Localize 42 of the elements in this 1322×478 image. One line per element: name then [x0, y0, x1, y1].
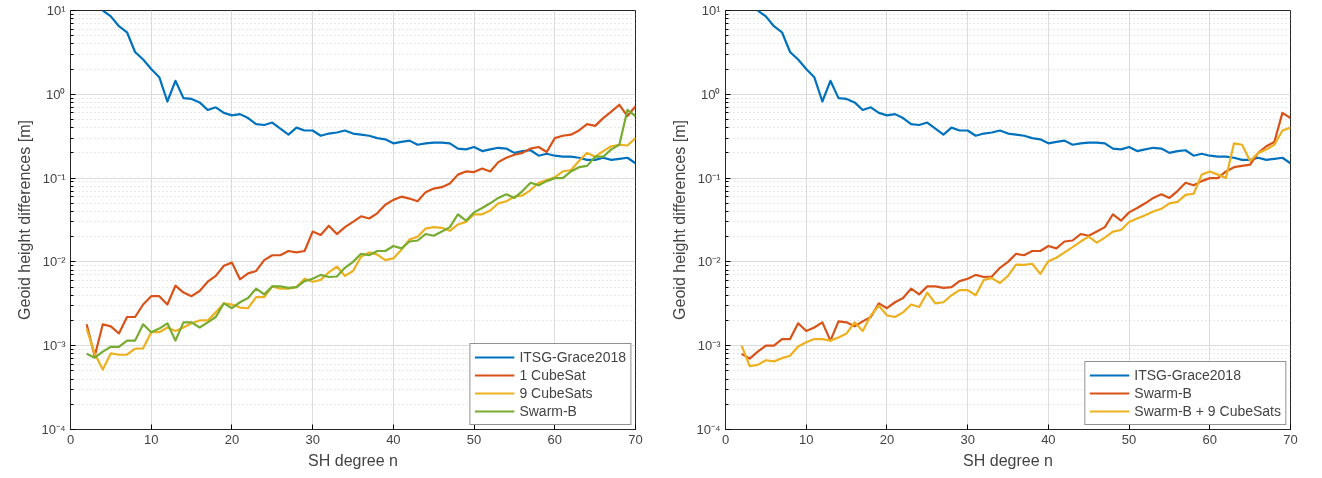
- y-tick-label: 10⁰: [46, 86, 66, 102]
- x-tick-label: 30: [960, 431, 975, 447]
- y-tick-label: 10¹: [701, 3, 722, 18]
- x-tick-label: 20: [224, 431, 240, 447]
- x-tick-label: 0: [721, 431, 730, 447]
- x-tick-label: 40: [1041, 431, 1056, 447]
- x-tick-label: 50: [1121, 431, 1137, 447]
- x-tick-label: 20: [879, 431, 895, 447]
- y-tick-label: 10¹: [46, 3, 67, 18]
- y-tick-label: 10⁰: [701, 86, 721, 102]
- y-tick-label: 10⁻³: [42, 338, 67, 354]
- x-tick-label: 50: [466, 431, 482, 447]
- x-tick-label: 10: [143, 431, 159, 447]
- y-tick-label: 10⁻²: [697, 254, 722, 270]
- legend-label: ITSG-Grace2018: [519, 348, 626, 366]
- x-tick-label: 70: [628, 431, 643, 447]
- legend-label: ITSG-Grace2018: [1134, 366, 1241, 384]
- y-tick-label: 10⁻³: [697, 338, 722, 354]
- y-tick-label: 10⁻⁴: [41, 422, 66, 437]
- legend-label: 9 CubeSats: [519, 384, 593, 402]
- y-axis-title: Geoid height differences [m]: [16, 120, 34, 320]
- x-tick-label: 10: [798, 431, 814, 447]
- legend-label: Swarm-B + 9 CubeSats: [1134, 402, 1281, 420]
- x-tick-label: 0: [66, 431, 75, 447]
- legend-label: Swarm-B: [1134, 384, 1192, 402]
- x-axis-title: SH degree n: [308, 451, 398, 469]
- legend-label: 1 CubeSat: [519, 366, 586, 384]
- y-axis-title: Geoid height differences [m]: [671, 120, 689, 320]
- y-tick-label: 10⁻⁴: [696, 422, 721, 437]
- x-tick-label: 60: [547, 431, 563, 447]
- y-tick-label: 10⁻¹: [697, 170, 722, 186]
- line-series: [85, 137, 636, 371]
- y-tick-label: 10⁻¹: [42, 170, 67, 186]
- x-tick-label: 70: [1283, 431, 1298, 447]
- line-series: [101, 10, 636, 165]
- y-tick-label: 10⁻²: [42, 254, 67, 270]
- line-series: [756, 10, 1291, 165]
- x-tick-label: 40: [386, 431, 401, 447]
- x-tick-label: 60: [1202, 431, 1218, 447]
- x-tick-label: 30: [305, 431, 320, 447]
- legend-label: Swarm-B: [519, 402, 577, 420]
- x-axis-title: SH degree n: [963, 451, 1053, 469]
